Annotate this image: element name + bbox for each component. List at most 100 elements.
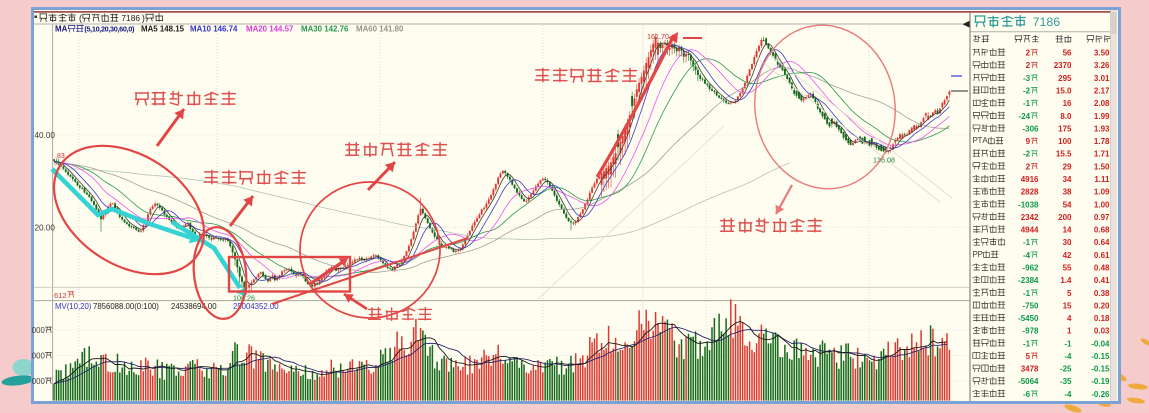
svg-text:25004352.00: 25004352.00 <box>233 302 279 311</box>
svg-text:15: 15 <box>1063 301 1072 310</box>
svg-text:-2: -2 <box>1023 150 1031 159</box>
svg-text:4916: 4916 <box>1021 175 1039 184</box>
svg-text:000: 000 <box>32 352 46 361</box>
svg-text:15.5: 15.5 <box>1056 150 1072 159</box>
svg-text:2: 2 <box>1026 49 1031 58</box>
svg-text:0.61: 0.61 <box>1094 251 1110 260</box>
svg-text:-5450: -5450 <box>1018 314 1039 323</box>
svg-text:136.08: 136.08 <box>873 156 895 165</box>
svg-text:-2384: -2384 <box>1018 276 1039 285</box>
svg-text:2.08: 2.08 <box>1094 99 1110 108</box>
svg-text:1.11: 1.11 <box>1094 175 1110 184</box>
svg-text:4: 4 <box>1067 314 1072 323</box>
svg-text:295: 295 <box>1058 74 1072 83</box>
svg-text:200: 200 <box>1058 213 1072 222</box>
svg-text:2370: 2370 <box>1054 61 1072 70</box>
svg-text:7856088.00(0:100): 7856088.00(0:100) <box>93 302 159 311</box>
svg-text:161.70: 161.70 <box>647 32 669 41</box>
svg-text:P: P <box>973 136 978 145</box>
svg-text:MA20 144.57: MA20 144.57 <box>246 25 294 34</box>
svg-text:-2: -2 <box>1023 87 1031 96</box>
svg-text:000: 000 <box>32 377 46 386</box>
svg-text:0.41: 0.41 <box>1094 276 1110 285</box>
svg-text:612: 612 <box>54 291 67 300</box>
svg-text:P: P <box>978 250 983 259</box>
svg-text:-6: -6 <box>1023 390 1031 399</box>
svg-text:-4: -4 <box>1064 352 1072 361</box>
svg-text:40.00: 40.00 <box>35 131 56 140</box>
svg-text:20.00: 20.00 <box>35 224 56 233</box>
svg-text:1.50: 1.50 <box>1094 162 1110 171</box>
svg-text:-1: -1 <box>1023 238 1031 247</box>
svg-text:T: T <box>978 136 983 145</box>
svg-text:2: 2 <box>1026 162 1031 171</box>
svg-text:16: 16 <box>1063 99 1072 108</box>
svg-text:-3: -3 <box>1023 74 1031 83</box>
svg-text:0.64: 0.64 <box>1094 238 1110 247</box>
svg-text:MA60 141.80: MA60 141.80 <box>356 25 404 34</box>
svg-text:P: P <box>973 250 978 259</box>
svg-text:-0.19: -0.19 <box>1091 377 1110 386</box>
svg-text:-978: -978 <box>1022 327 1039 336</box>
svg-text:56: 56 <box>1063 49 1072 58</box>
svg-text:0.48: 0.48 <box>1094 264 1110 273</box>
svg-text:MA5 148.15: MA5 148.15 <box>141 25 185 34</box>
svg-text:2342: 2342 <box>1021 213 1039 222</box>
svg-text:38: 38 <box>1063 188 1072 197</box>
svg-text:-4: -4 <box>1064 390 1072 399</box>
svg-text:100: 100 <box>1058 137 1072 146</box>
svg-text:1: 1 <box>1067 327 1072 336</box>
svg-text:A: A <box>982 136 988 145</box>
svg-text:(: ( <box>79 13 82 23</box>
svg-text:1.78: 1.78 <box>1094 137 1110 146</box>
svg-text:7186: 7186 <box>121 13 140 23</box>
svg-text:55: 55 <box>1063 264 1072 273</box>
svg-text:9: 9 <box>1026 137 1031 146</box>
svg-text:-1038: -1038 <box>1018 200 1039 209</box>
svg-text:1.00: 1.00 <box>1094 200 1110 209</box>
svg-text:3.26: 3.26 <box>1094 61 1110 70</box>
svg-text:8.0: 8.0 <box>1060 112 1072 121</box>
svg-text:14: 14 <box>1063 226 1072 235</box>
svg-text:0.68: 0.68 <box>1094 226 1110 235</box>
svg-text:-1: -1 <box>1023 289 1031 298</box>
svg-text:1.99: 1.99 <box>1094 112 1110 121</box>
svg-text:4944: 4944 <box>1021 226 1039 235</box>
svg-text:-1: -1 <box>1023 339 1031 348</box>
svg-text:2828: 2828 <box>1021 188 1039 197</box>
svg-text:54: 54 <box>1063 200 1072 209</box>
svg-text:-5064: -5064 <box>1018 377 1039 386</box>
svg-text:000: 000 <box>32 326 46 335</box>
svg-text:5: 5 <box>1026 352 1031 361</box>
svg-text:-750: -750 <box>1022 301 1039 310</box>
svg-text:2: 2 <box>1026 61 1031 70</box>
svg-text:1.93: 1.93 <box>1094 124 1110 133</box>
svg-text:15.0: 15.0 <box>1056 87 1072 96</box>
svg-text:.83: .83 <box>55 153 65 160</box>
svg-text:30: 30 <box>1063 238 1072 247</box>
svg-text:29: 29 <box>1063 162 1072 171</box>
svg-text:-306: -306 <box>1022 124 1039 133</box>
svg-text:-0.15: -0.15 <box>1091 365 1110 374</box>
svg-text:0.38: 0.38 <box>1094 289 1110 298</box>
svg-text:MV(10,20): MV(10,20) <box>55 302 92 311</box>
svg-text:1.71: 1.71 <box>1094 150 1110 159</box>
svg-text:1.09: 1.09 <box>1094 188 1110 197</box>
svg-text:-0.26: -0.26 <box>1091 390 1110 399</box>
svg-text:42: 42 <box>1063 251 1072 260</box>
svg-text:7186: 7186 <box>1033 15 1061 29</box>
svg-text:34: 34 <box>1063 175 1072 184</box>
svg-text:-24: -24 <box>1019 112 1031 121</box>
svg-text:): ) <box>142 13 145 23</box>
svg-text:175: 175 <box>1058 124 1072 133</box>
svg-text:-1: -1 <box>1023 99 1031 108</box>
svg-text:-4: -4 <box>1023 251 1031 260</box>
svg-text:-35: -35 <box>1060 377 1072 386</box>
svg-text:(5,10,20,30,60,0): (5,10,20,30,60,0) <box>84 25 135 34</box>
svg-text:5: 5 <box>1067 289 1072 298</box>
svg-text:-1: -1 <box>1064 339 1072 348</box>
svg-text:0.18: 0.18 <box>1094 314 1110 323</box>
svg-text:2.17: 2.17 <box>1094 87 1110 96</box>
svg-text:-0.04: -0.04 <box>1091 339 1110 348</box>
svg-text:MA: MA <box>55 25 68 34</box>
